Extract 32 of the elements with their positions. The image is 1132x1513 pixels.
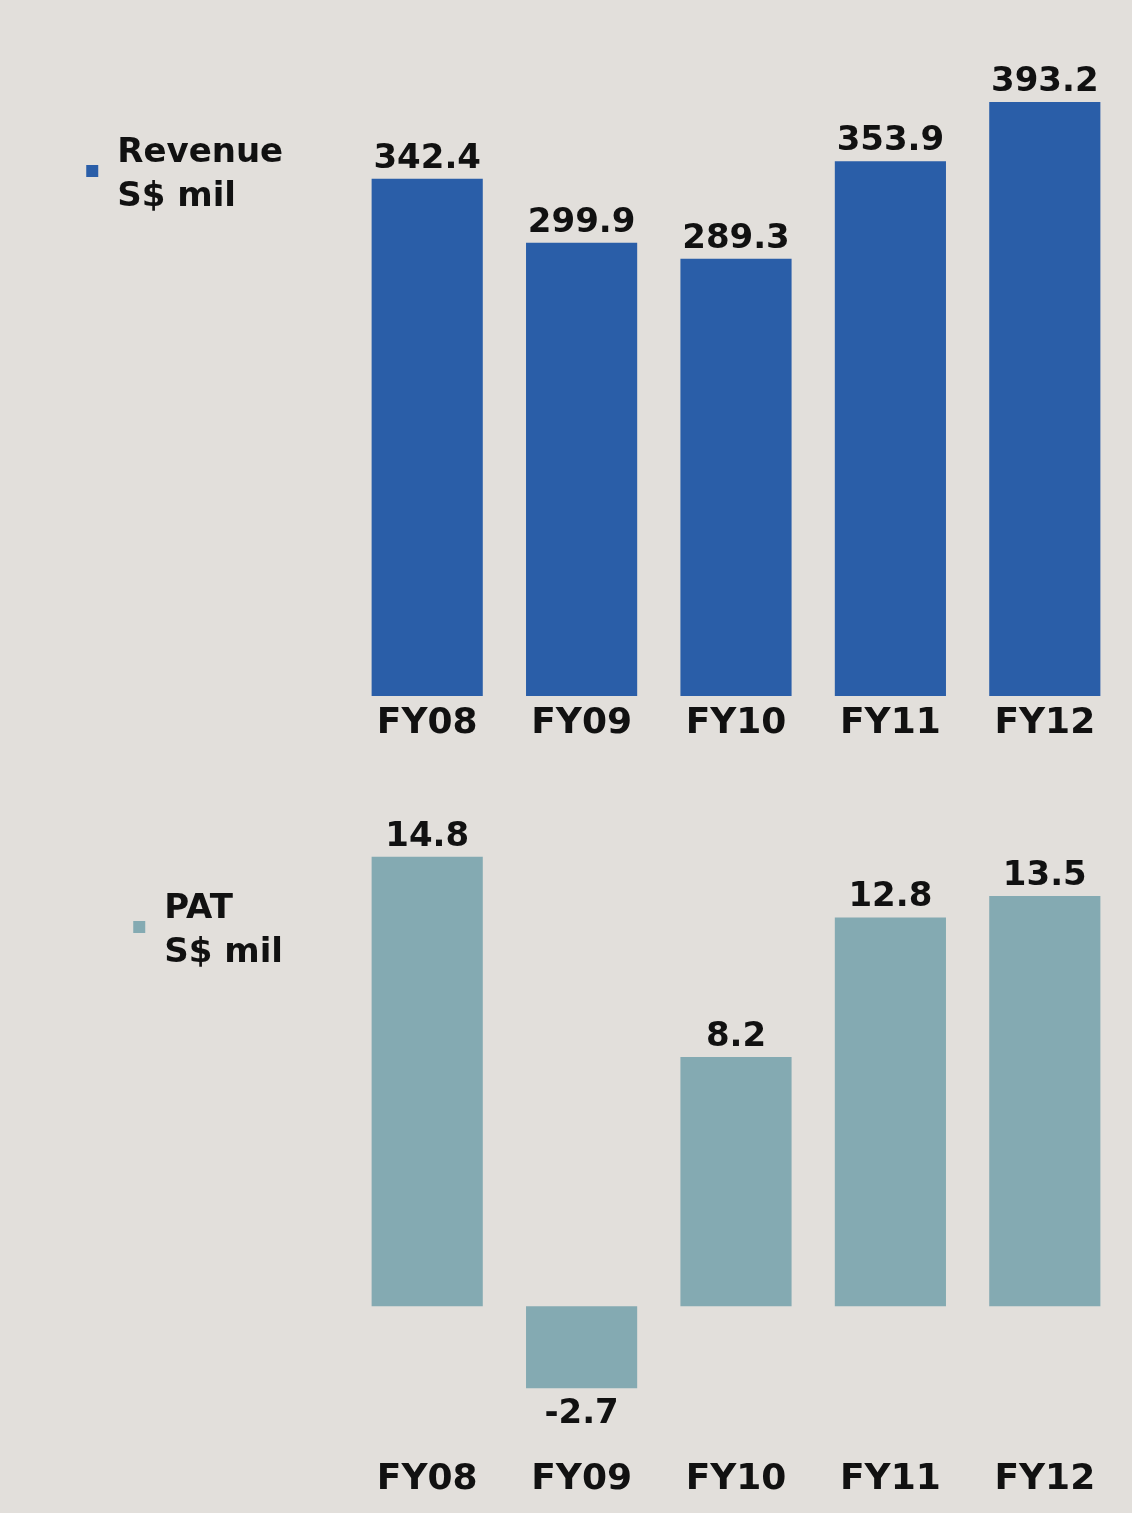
data-label: 14.8 <box>385 813 470 854</box>
x-tick-label: FY10 <box>685 700 787 741</box>
bar <box>680 258 792 696</box>
bar <box>371 178 483 696</box>
bar <box>834 917 946 1307</box>
data-label: 13.5 <box>1002 853 1087 894</box>
x-tick-label: FY11 <box>840 700 941 741</box>
data-label: 12.8 <box>848 874 933 915</box>
x-tick-label: FY12 <box>994 700 1096 741</box>
data-label: 353.9 <box>836 118 945 159</box>
x-tick-label: FY08 <box>376 700 478 741</box>
data-label: -2.7 <box>544 1391 619 1432</box>
bar <box>989 101 1101 696</box>
bar <box>834 161 946 696</box>
bar <box>680 1057 792 1307</box>
x-tick-label: FY10 <box>685 1456 787 1497</box>
bar <box>526 1306 638 1389</box>
data-label: 393.2 <box>991 58 1099 99</box>
x-tick-label: FY12 <box>994 1456 1096 1497</box>
x-tick-label: FY09 <box>531 1456 632 1497</box>
legend-label: Revenue S$ mil <box>117 130 284 215</box>
bar <box>371 856 483 1307</box>
bar <box>989 896 1101 1307</box>
data-label: 8.2 <box>705 1014 767 1055</box>
data-label: 342.4 <box>373 135 481 176</box>
x-tick-label: FY08 <box>376 1456 478 1497</box>
data-label: 289.3 <box>682 215 790 256</box>
bar <box>526 242 638 696</box>
x-tick-label: FY09 <box>531 700 632 741</box>
x-tick-label: FY11 <box>840 1456 941 1497</box>
data-label: 299.9 <box>527 199 636 240</box>
legend-label: PAT S$ mil <box>164 886 283 971</box>
